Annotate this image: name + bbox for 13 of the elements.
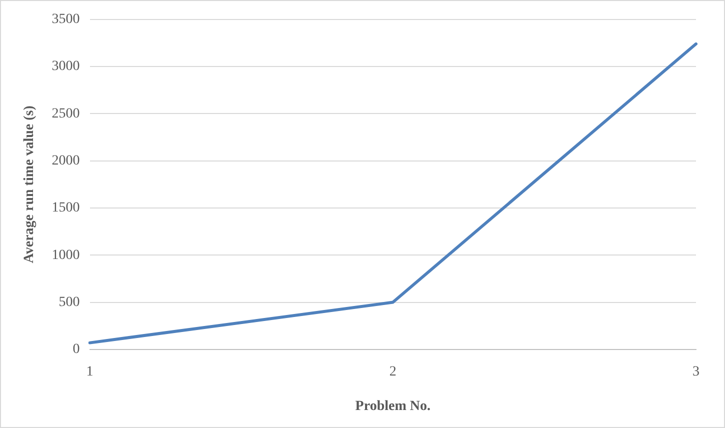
x-axis-title: Problem No. [355, 399, 430, 414]
y-tick-label: 1500 [52, 200, 80, 216]
x-tick-label: 3 [692, 364, 700, 380]
y-tick-label: 2500 [52, 106, 80, 122]
x-tick-label: 2 [389, 364, 396, 380]
y-tick-label: 3000 [52, 59, 80, 74]
y-tick-label: 1000 [52, 248, 80, 263]
y-tick-label: 2000 [52, 154, 80, 168]
y-tick-label: 500 [58, 294, 80, 310]
y-axis-title: Average run time value (s) [22, 105, 38, 264]
x-tick-label: 1 [86, 364, 94, 380]
y-tick-label: 0 [72, 342, 80, 358]
y-tick-label: 3500 [52, 12, 80, 28]
